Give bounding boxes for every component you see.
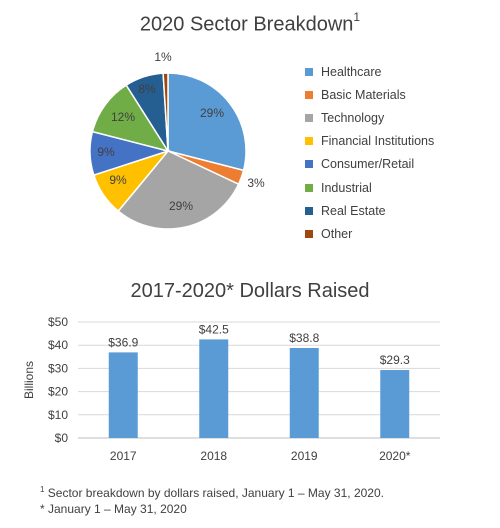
x-tick-label-2020: 2020* (379, 449, 411, 463)
bar-2018 (199, 339, 229, 438)
bar-data-label-2019: $38.8 (289, 331, 319, 345)
footnote-1-text: Sector breakdown by dollars raised, Janu… (44, 486, 384, 500)
legend-swatch-consumer-retail (305, 160, 313, 169)
legend-swatch-healthcare (305, 67, 313, 76)
bar-2020 (380, 370, 410, 438)
pie-legend: Healthcare Basic Materials Technology Finan… (305, 60, 495, 246)
bar-data-label-2017: $36.9 (108, 335, 138, 349)
legend-item-real-estate: Real Estate (305, 199, 495, 222)
pie-data-label-real-estate: 8% (138, 82, 156, 96)
y-tick-label-50: $50 (48, 315, 68, 329)
y-axis-label: Billions (22, 361, 36, 399)
x-tick-label-2019: 2019 (291, 449, 318, 463)
legend-label-technology: Technology (321, 110, 385, 125)
bar-data-label-2020: $29.3 (380, 353, 410, 367)
pie-data-label-financial-institutions: 9% (109, 173, 127, 187)
y-tick-label-0: $0 (55, 431, 69, 445)
x-tick-label-2017: 2017 (110, 449, 137, 463)
pie-data-label-consumer-retail: 9% (97, 145, 115, 159)
legend-item-financial-institutions: Financial Institutions (305, 130, 495, 153)
bar-chart-title: 2017-2020* Dollars Raised (130, 280, 370, 302)
pie-slice-technology (117, 150, 240, 230)
legend-swatch-financial-institutions (305, 137, 313, 146)
legend-item-consumer-retail: Consumer/Retail (305, 153, 495, 176)
legend-item-basic-materials: Basic Materials (305, 83, 495, 106)
legend-label-financial-institutions: Financial Institutions (321, 134, 435, 149)
legend-label-industrial: Industrial (321, 180, 372, 195)
footnotes: 1 Sector breakdown by dollars raised, Ja… (40, 482, 384, 517)
legend-label-consumer-retail: Consumer/Retail (321, 157, 415, 172)
pie-slice-other (162, 72, 169, 152)
pie-data-label-technology: 29% (169, 199, 193, 213)
footnote-1: 1 Sector breakdown by dollars raised, Ja… (40, 482, 384, 501)
pie-chart-title-text: 2020 Sector Breakdown (139, 13, 354, 36)
y-tick-label-30: $30 (48, 361, 68, 375)
x-tick-label-2018: 2018 (200, 449, 227, 463)
pie-data-label-other: 1% (154, 50, 172, 64)
y-tick-label-10: $10 (48, 408, 68, 422)
legend-item-healthcare: Healthcare (305, 60, 495, 83)
legend-swatch-industrial (305, 183, 313, 192)
legend-swatch-other (305, 229, 313, 238)
pie-slice-healthcare (167, 72, 247, 172)
legend-item-other: Other (305, 222, 495, 245)
pie-data-label-industrial: 12% (111, 110, 135, 124)
legend-swatch-real-estate (305, 206, 313, 215)
pie-data-label-basic-materials: 3% (247, 176, 265, 190)
pie-data-label-healthcare: 29% (200, 106, 224, 120)
footnote-2: * January 1 – May 31, 2020 (40, 502, 187, 516)
legend-item-technology: Technology (305, 106, 495, 129)
y-tick-label-20: $20 (48, 385, 68, 399)
legend-label-basic-materials: Basic Materials (321, 87, 406, 102)
legend-label-healthcare: Healthcare (321, 64, 382, 79)
legend-label-real-estate: Real Estate (321, 203, 386, 218)
legend-swatch-basic-materials (305, 90, 313, 99)
legend-item-industrial: Industrial (305, 176, 495, 199)
pie-chart-title: 2020 Sector Breakdown1 (0, 10, 500, 37)
y-tick-label-40: $40 (48, 338, 68, 352)
legend-swatch-technology (305, 113, 313, 122)
legend-label-other: Other (321, 226, 353, 241)
bar-2017 (108, 352, 138, 438)
pie-chart-title-superscript: 1 (353, 10, 361, 24)
footnote-1-marker: 1 (40, 485, 45, 494)
bar-2019 (289, 347, 319, 438)
bar-data-label-2018: $42.5 (199, 322, 229, 336)
